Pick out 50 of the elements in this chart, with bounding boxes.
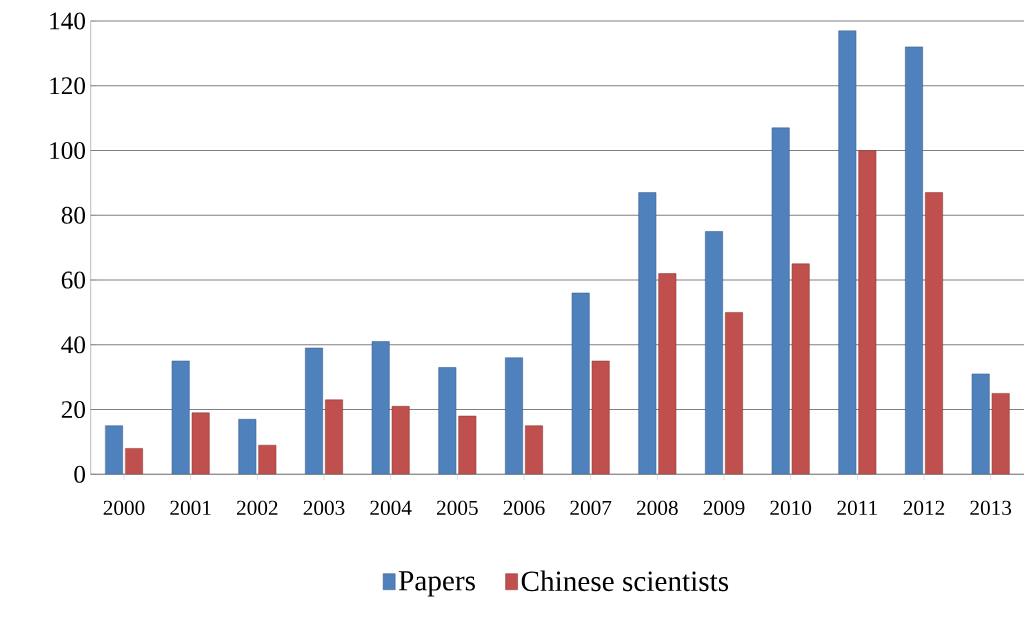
bar	[525, 425, 543, 475]
y-tick-label: 100	[50, 142, 85, 160]
y-tick-label: 0	[74, 465, 85, 483]
y-tick-label: 120	[50, 77, 85, 95]
bar	[171, 360, 190, 475]
y-tick-label: 140	[50, 12, 85, 30]
bar	[925, 192, 943, 475]
x-tick-label: 2005	[437, 500, 478, 516]
bar	[658, 273, 677, 475]
bar	[391, 406, 410, 475]
bar	[325, 399, 343, 475]
bar	[105, 425, 123, 475]
bar	[305, 347, 323, 475]
y-tick-label: 40	[61, 336, 85, 354]
x-tick-label: 2001	[170, 500, 211, 516]
bar	[725, 312, 743, 475]
bar	[705, 231, 723, 475]
y-tick-label: 80	[61, 206, 85, 224]
bar	[971, 373, 990, 475]
bar	[791, 263, 810, 475]
x-tick-label: 2006	[503, 500, 545, 516]
bar	[771, 127, 790, 475]
bar	[591, 360, 610, 475]
y-tick-label: 60	[61, 271, 85, 289]
y-tick-label: 20	[61, 401, 85, 419]
bar	[638, 192, 657, 475]
bar	[571, 292, 590, 475]
x-tick-label: 2003	[303, 500, 345, 516]
x-tick-label: 2009	[703, 500, 745, 516]
x-tick-label: 2004	[370, 500, 412, 516]
bar	[191, 412, 210, 475]
x-tick-label: 2008	[637, 500, 678, 516]
x-tick-label: 2007	[570, 500, 612, 516]
x-tick-label: 2011	[837, 500, 877, 516]
legend-label: Papers	[398, 571, 475, 597]
legend-label: Chinese scientists	[521, 570, 729, 592]
bar	[438, 367, 457, 475]
bar	[458, 415, 477, 475]
bar	[505, 357, 523, 475]
x-tick-label: 2000	[103, 500, 145, 516]
x-tick-label: 2012	[903, 500, 945, 516]
x-tick-label: 2010	[770, 500, 812, 516]
bar	[371, 341, 390, 475]
x-tick-label: 2013	[970, 500, 1012, 516]
x-tick-label: 2002	[237, 500, 278, 516]
bar	[838, 30, 857, 475]
bar	[905, 46, 923, 475]
bar	[238, 419, 257, 475]
bar	[858, 150, 877, 475]
bar	[991, 393, 1010, 475]
